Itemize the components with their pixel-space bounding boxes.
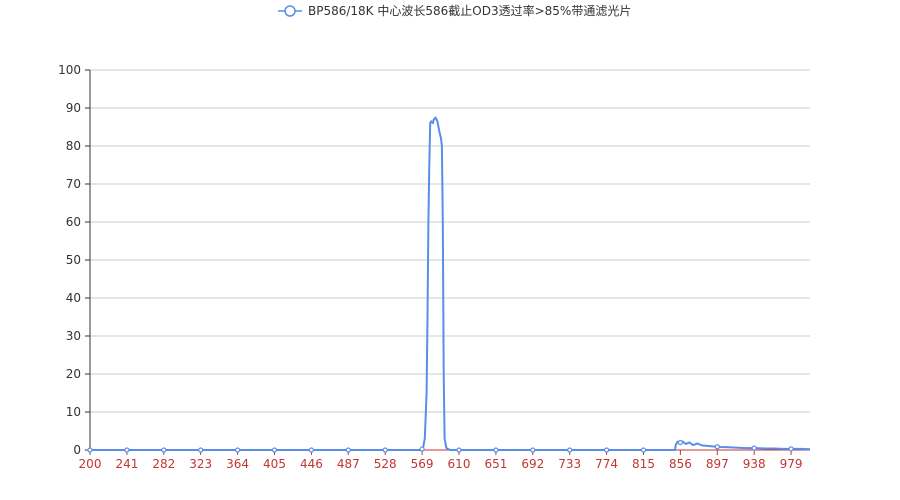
data-point-marker (345, 447, 351, 453)
y-tick-label: 20 (66, 367, 81, 381)
data-point-marker (640, 447, 647, 453)
x-tick-label: 774 (595, 457, 618, 471)
data-point-marker (714, 444, 720, 450)
x-tick-label: 856 (669, 457, 692, 471)
y-tick-label: 60 (66, 215, 81, 229)
x-tick-label: 938 (743, 457, 766, 471)
y-tick-label: 0 (73, 443, 81, 457)
data-point-marker (530, 447, 536, 453)
legend[interactable]: BP586/18K 中心波长586截止OD3透过率>85%带通滤光片 (278, 3, 631, 18)
x-tick-label: 610 (448, 457, 471, 471)
x-tick-label: 446 (300, 457, 323, 471)
y-tick-label: 100 (58, 63, 81, 77)
data-point-marker (198, 447, 204, 453)
y-tick-label: 10 (66, 405, 81, 419)
data-point-marker (493, 447, 499, 453)
x-tick-label: 405 (263, 457, 286, 471)
y-tick-label: 80 (66, 139, 81, 153)
x-tick-label: 979 (780, 457, 803, 471)
series-layer (87, 116, 811, 453)
y-tick-label: 50 (66, 253, 81, 267)
data-point-marker (751, 445, 757, 451)
series-line (90, 116, 811, 451)
data-point-marker (271, 447, 278, 453)
data-point-marker (567, 447, 573, 453)
x-tick-label: 528 (374, 457, 397, 471)
y-tick-label: 90 (66, 101, 81, 115)
x-tick-label: 323 (189, 457, 212, 471)
data-point-marker (456, 447, 462, 453)
x-tick-label: 897 (706, 457, 729, 471)
x-tick-label: 200 (79, 457, 102, 471)
legend-circle-marker (284, 5, 296, 17)
data-point-marker (124, 447, 130, 453)
x-tick-label: 364 (226, 457, 249, 471)
x-tick-label: 651 (484, 457, 507, 471)
data-point-marker (382, 447, 388, 453)
x-tick-label: 487 (337, 457, 360, 471)
x-tick-label: 569 (411, 457, 434, 471)
data-point-marker (603, 447, 610, 453)
axes: 0 10 20 30 40 50 60 70 80 90 100 200 241 282 323 364 405… (58, 63, 810, 471)
y-tick-label: 70 (66, 177, 81, 191)
y-tick-label: 40 (66, 291, 81, 305)
data-point-marker (308, 447, 314, 453)
x-tick-label: 692 (521, 457, 544, 471)
x-tick-label: 282 (152, 457, 175, 471)
data-point-marker (87, 447, 93, 453)
data-point-marker (677, 439, 684, 446)
x-tick-label: 815 (632, 457, 655, 471)
data-point-marker (788, 446, 794, 452)
legend-label: BP586/18K 中心波长586截止OD3透过率>85%带通滤光片 (308, 3, 631, 18)
x-tick-label: 241 (115, 457, 138, 471)
data-point-marker (235, 447, 241, 453)
x-tick-label: 733 (558, 457, 581, 471)
y-tick-label: 30 (66, 329, 81, 343)
grid (90, 69, 810, 413)
data-point-marker (161, 447, 167, 453)
data-point-marker (419, 446, 425, 452)
